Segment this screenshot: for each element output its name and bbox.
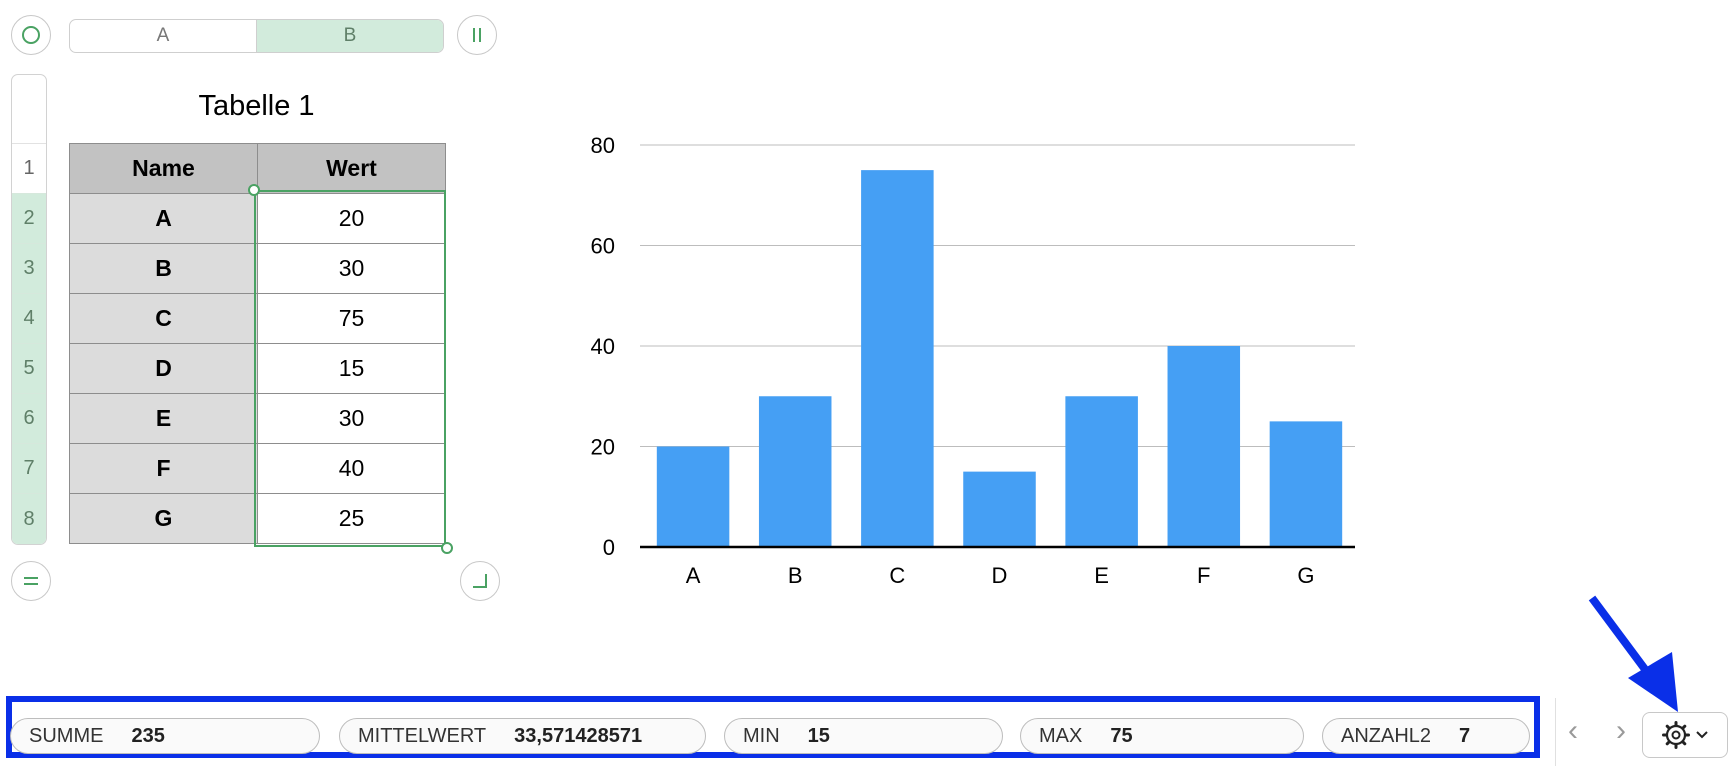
summary-pill-max[interactable]: MAX 75: [1020, 718, 1304, 754]
name-cell[interactable]: A: [69, 193, 258, 244]
pause-icon: [473, 28, 481, 42]
x-tick-label: A: [686, 563, 701, 588]
name-cell[interactable]: G: [69, 493, 258, 544]
gear-icon: [1662, 721, 1690, 749]
column-header-bar: A B: [69, 19, 444, 53]
bar-g: [1269, 421, 1343, 547]
bar-chart[interactable]: 0 20 40 60 80 A B C D E F G: [560, 120, 1360, 600]
corner-resize-icon: [473, 574, 487, 588]
bar-f: [1167, 346, 1241, 547]
summary-pill-min[interactable]: MIN 15: [724, 718, 1003, 754]
summary-value: 15: [807, 724, 830, 747]
value-cell[interactable]: 30: [257, 243, 446, 294]
summary-pill-average[interactable]: MITTELWERT 33,571428571: [339, 718, 706, 754]
x-tick-label: D: [992, 563, 1008, 588]
previous-arrow-button[interactable]: ‹: [1568, 714, 1578, 747]
table-row: E 30: [69, 393, 446, 444]
column-header-b[interactable]: B: [256, 20, 443, 52]
table-row: D 15: [69, 343, 446, 394]
bar-c: [861, 170, 934, 547]
status-bar-highlight: [6, 696, 1540, 758]
row-header-2[interactable]: 2: [12, 194, 46, 244]
x-tick-label: C: [889, 563, 905, 588]
table-resize-button[interactable]: [460, 561, 500, 601]
summary-label: ANZAHL2: [1341, 724, 1432, 747]
annotation-arrow-icon: [1588, 595, 1678, 712]
y-tick-label: 80: [591, 133, 615, 158]
value-cell[interactable]: 15: [257, 343, 446, 394]
value-cell[interactable]: 20: [257, 193, 446, 244]
summary-value: 7: [1459, 724, 1471, 747]
row-header-7[interactable]: 7: [12, 444, 46, 494]
table-row: C 75: [69, 293, 446, 344]
bar-d: [963, 471, 1036, 547]
summary-settings-button[interactable]: [1642, 712, 1728, 758]
row-header-1[interactable]: 1: [12, 144, 46, 194]
chevron-down-icon: [1696, 731, 1708, 739]
table-row: G 25: [69, 493, 446, 544]
row-header-8[interactable]: 8: [12, 494, 46, 544]
bar-a: [656, 446, 730, 547]
table-row: B 30: [69, 243, 446, 294]
name-cell[interactable]: E: [69, 393, 258, 444]
bar-e: [1065, 396, 1138, 547]
table-row: A 20: [69, 193, 446, 244]
y-tick-label: 40: [591, 334, 615, 359]
header-cell-value[interactable]: Wert: [257, 143, 446, 194]
column-header-a[interactable]: A: [156, 25, 170, 46]
x-tick-label: E: [1094, 563, 1109, 588]
name-cell[interactable]: B: [69, 243, 258, 294]
row-header-blank: [12, 75, 46, 144]
value-cell[interactable]: 25: [257, 493, 446, 544]
summary-pill-sum[interactable]: SUMME 235: [10, 718, 320, 754]
summary-label: MAX: [1039, 724, 1083, 747]
equal-icon: [24, 577, 38, 585]
row-header-6[interactable]: 6: [12, 394, 46, 444]
circle-icon: [22, 26, 40, 44]
column-handle-button[interactable]: [457, 15, 497, 55]
y-tick-label: 60: [591, 234, 615, 259]
value-cell[interactable]: 75: [257, 293, 446, 344]
y-tick-label: 0: [603, 535, 615, 560]
name-cell[interactable]: C: [69, 293, 258, 344]
row-handle-button[interactable]: [11, 561, 51, 601]
summary-label: SUMME: [29, 724, 104, 747]
header-cell-name[interactable]: Name: [69, 143, 258, 194]
row-header-4[interactable]: 4: [12, 294, 46, 344]
summary-value: 235: [131, 724, 165, 747]
status-nav-area: [1555, 698, 1730, 766]
selection-handle-top[interactable]: [248, 184, 260, 196]
circle-handle-button[interactable]: [11, 15, 51, 55]
summary-value: 33,571428571: [514, 724, 643, 747]
name-cell[interactable]: F: [69, 443, 258, 494]
x-tick-label: G: [1297, 563, 1314, 588]
summary-label: MIN: [743, 724, 780, 747]
selection-handle-bottom[interactable]: [441, 542, 453, 554]
summary-label: MITTELWERT: [358, 724, 487, 747]
table-title[interactable]: Tabelle 1: [198, 90, 315, 122]
next-arrow-button[interactable]: ›: [1616, 714, 1626, 747]
value-cell[interactable]: 40: [257, 443, 446, 494]
summary-value: 75: [1110, 724, 1133, 747]
x-tick-label: F: [1197, 563, 1210, 588]
row-header-bar: 1 2 3 4 5 6 7 8: [11, 74, 47, 545]
x-tick-label: B: [788, 563, 803, 588]
data-table: Name Wert A 20 B 30 C 75 D 15 E 30 F 40 G 25: [69, 143, 446, 544]
value-cell[interactable]: 30: [257, 393, 446, 444]
row-header-5[interactable]: 5: [12, 344, 46, 394]
y-tick-label: 20: [591, 435, 615, 460]
name-cell[interactable]: D: [69, 343, 258, 394]
summary-pill-count[interactable]: ANZAHL2 7: [1322, 718, 1530, 754]
bar-b: [758, 396, 832, 547]
row-header-3[interactable]: 3: [12, 244, 46, 294]
table-row: F 40: [69, 443, 446, 494]
